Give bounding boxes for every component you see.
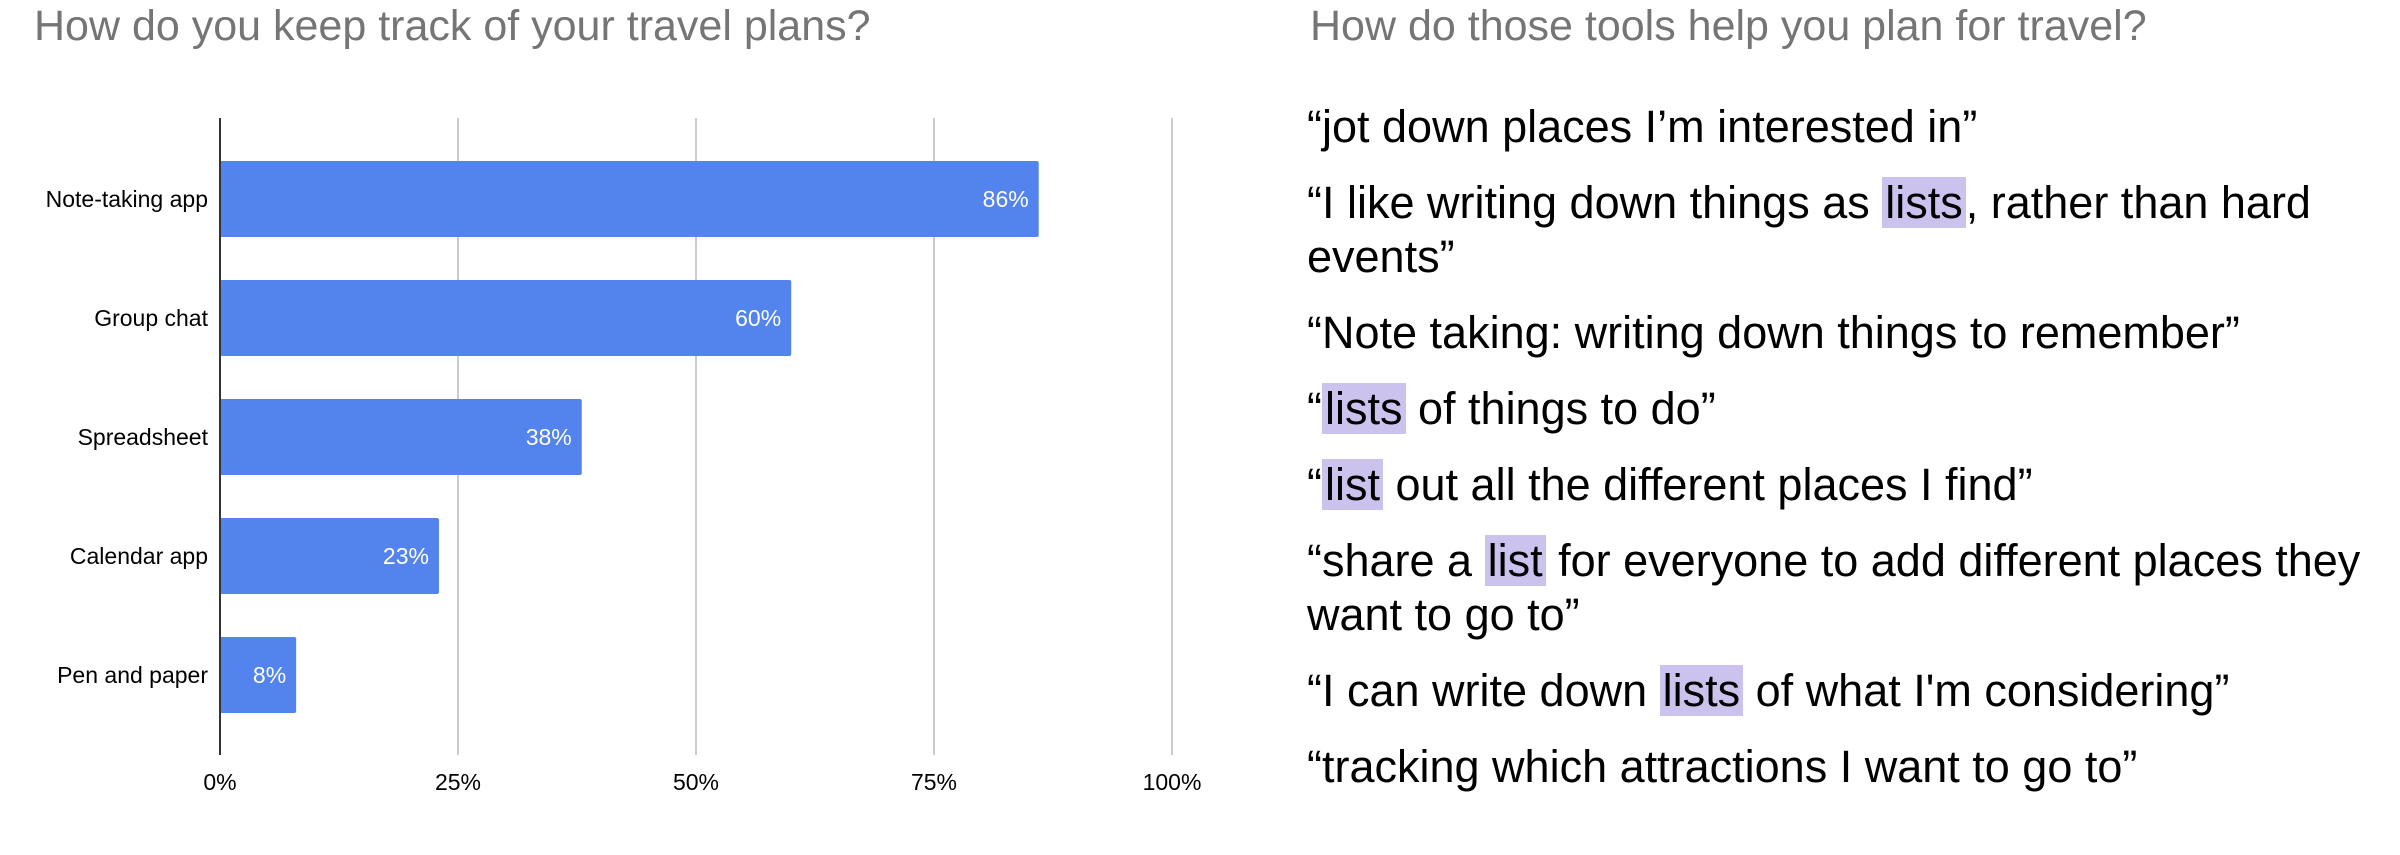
x-tick-label: 0% bbox=[203, 769, 236, 795]
quote-text: of what I'm considering” bbox=[1743, 665, 2230, 716]
data-label: 86% bbox=[983, 186, 1029, 212]
quote-text: “jot down places I’m interested in” bbox=[1307, 101, 1978, 152]
bar bbox=[220, 399, 582, 475]
x-tick-label: 75% bbox=[911, 769, 957, 795]
quotes-list: “jot down places I’m interested in” “I li… bbox=[1307, 100, 2397, 816]
quote-text: “share a bbox=[1307, 535, 1485, 586]
quote-item: “Note taking: writing down things to rem… bbox=[1307, 306, 2397, 360]
quote-text: “ bbox=[1307, 459, 1322, 510]
highlighted-word: list bbox=[1484, 535, 1546, 586]
quote-item: “lists of things to do” bbox=[1307, 382, 2397, 436]
quote-text: “ bbox=[1307, 383, 1322, 434]
highlighted-word: list bbox=[1322, 459, 1383, 510]
bar bbox=[220, 280, 792, 356]
highlighted-word: lists bbox=[1659, 665, 1744, 716]
highlighted-word: lists bbox=[1322, 383, 1406, 434]
quote-item: “list out all the different places I fin… bbox=[1307, 458, 2397, 512]
bar bbox=[220, 161, 1039, 237]
quote-text: out all the different places I find” bbox=[1383, 459, 2033, 510]
quote-text: “tracking which attractions I want to go… bbox=[1307, 741, 2138, 792]
chart-title: How do you keep track of your travel pla… bbox=[34, 2, 871, 50]
quote-text: “Note taking: writing down things to rem… bbox=[1307, 307, 2240, 358]
quote-text: “I like writing down things as bbox=[1307, 177, 1883, 228]
bar-chart: 0% 25% 50% 75% 100% Note-taking app 86% Group c… bbox=[46, 118, 1202, 795]
x-tick-label: 100% bbox=[1143, 769, 1202, 795]
quote-text: , rather than hard events” bbox=[1307, 177, 2311, 282]
quote-item: “jot down places I’m interested in” bbox=[1307, 100, 2397, 154]
quote-text: of things to do” bbox=[1405, 383, 1716, 434]
data-label: 23% bbox=[383, 543, 429, 569]
quote-item: “tracking which attractions I want to go… bbox=[1307, 740, 2397, 794]
category-label: Spreadsheet bbox=[78, 424, 209, 450]
category-label: Pen and paper bbox=[57, 662, 208, 688]
highlighted-word: lists bbox=[1882, 177, 1966, 228]
quote-text: “I can write down bbox=[1307, 665, 1660, 716]
quote-item: “I can write down lists of what I'm cons… bbox=[1307, 664, 2397, 718]
category-label: Note-taking app bbox=[46, 186, 208, 212]
x-tick-label: 25% bbox=[435, 769, 481, 795]
category-label: Group chat bbox=[94, 305, 208, 331]
quote-item: “share a list for everyone to add differ… bbox=[1307, 534, 2397, 642]
data-label: 60% bbox=[735, 305, 781, 331]
quotes-title: How do those tools help you plan for tra… bbox=[1310, 2, 2147, 50]
x-tick-label: 50% bbox=[673, 769, 719, 795]
quote-item: “I like writing down things as lists, ra… bbox=[1307, 176, 2397, 284]
category-label: Calendar app bbox=[70, 543, 208, 569]
bar bbox=[220, 518, 439, 594]
bar bbox=[220, 637, 297, 713]
data-label: 38% bbox=[526, 424, 572, 450]
quote-text: for everyone to add different places the… bbox=[1307, 535, 2361, 640]
data-label: 8% bbox=[253, 662, 286, 688]
